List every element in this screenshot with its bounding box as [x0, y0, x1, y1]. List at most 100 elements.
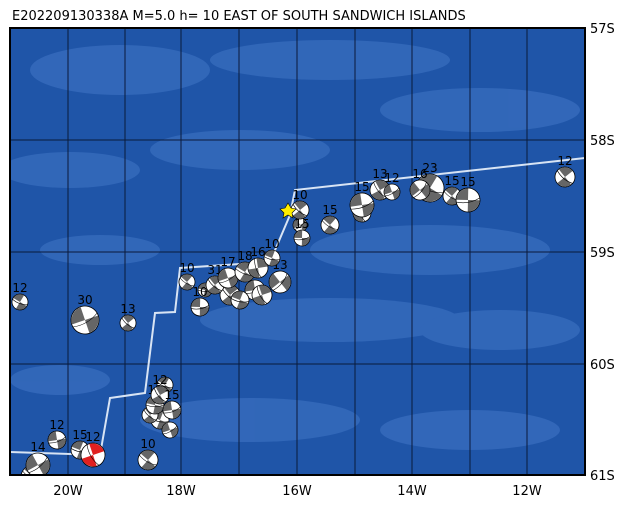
ball-quadrant — [48, 431, 66, 449]
ball-nodal — [191, 305, 210, 310]
ball-nodal — [28, 457, 48, 473]
depth-label: 18 — [237, 249, 252, 263]
beachball — [119, 314, 137, 332]
ball-quadrant — [323, 216, 337, 234]
map-area: 1230131215121410181215101031171816131010… — [10, 28, 585, 475]
ball-quadrant — [191, 298, 209, 316]
ball-quadrant — [71, 307, 99, 333]
depth-label: 10 — [264, 237, 279, 251]
depth-label: 12 — [152, 373, 167, 387]
ball-nodal — [254, 258, 262, 278]
ball-nodal — [121, 317, 135, 329]
beachball — [455, 187, 481, 213]
depth-label: 15 — [72, 428, 87, 442]
beachball — [47, 430, 67, 450]
beachball — [320, 215, 340, 235]
ball-quadrant — [181, 274, 193, 290]
ball-quadrant — [252, 285, 272, 305]
depth-label: 30 — [77, 293, 92, 307]
graticule — [10, 28, 585, 475]
lat-axis: 57S 58S 59S 60S 61S — [590, 22, 615, 484]
ball-nodal — [145, 404, 165, 408]
beachball — [409, 179, 431, 201]
depth-label: 17 — [220, 255, 235, 269]
depth-label: 12 — [384, 171, 399, 185]
ball-quadrant — [152, 386, 168, 404]
beachball — [290, 200, 310, 220]
ball-quadrant — [371, 180, 389, 200]
beachball — [251, 284, 273, 306]
ball-quadrant — [248, 258, 268, 278]
depth-label: 15 — [354, 180, 369, 194]
ball-quadrant — [81, 443, 105, 467]
ball-quadrant — [13, 294, 27, 310]
ball-nodal — [294, 236, 311, 241]
ball-nodal — [294, 220, 306, 230]
lat-label: 60S — [590, 358, 615, 373]
lon-label: 14W — [397, 484, 427, 499]
ball-nodal — [143, 409, 157, 421]
ball-nodal — [413, 182, 427, 198]
beachball — [268, 270, 292, 294]
depth-label: 10 — [179, 261, 194, 275]
ball-nodal — [157, 382, 173, 389]
lon-label: 20W — [53, 484, 83, 499]
lat-label: 58S — [590, 134, 615, 149]
beachball — [554, 166, 576, 188]
depth-label: 12 — [85, 430, 100, 444]
ball-nodal — [48, 436, 66, 444]
ball-nodal — [456, 197, 480, 204]
depth-label: 12 — [49, 418, 64, 432]
beachball — [150, 385, 170, 405]
lat-label: 57S — [590, 22, 615, 37]
map-frame — [9, 27, 586, 476]
ball-nodal — [163, 406, 181, 414]
beachball — [230, 290, 250, 310]
ball-quadrant — [146, 396, 164, 414]
depth-label: 15 — [164, 388, 179, 402]
depth-label: 23 — [422, 161, 437, 175]
events: 1230131215121410181215101031171816131010… — [11, 154, 576, 475]
ball-nodal — [272, 273, 288, 291]
beachball — [141, 406, 159, 424]
ball-nodal — [12, 299, 28, 306]
ball-quadrant — [384, 184, 400, 200]
depth-label: 15 — [294, 217, 309, 231]
ball-nodal — [86, 444, 100, 466]
ball-quadrant — [293, 219, 307, 231]
beachball — [349, 192, 375, 218]
beachball — [80, 442, 106, 468]
depth-label: 13 — [120, 302, 135, 316]
beachball — [137, 449, 159, 471]
ball-quadrant — [158, 377, 172, 393]
ball-nodal — [163, 425, 178, 435]
ball-nodal — [179, 277, 194, 287]
depth-label: 14 — [30, 440, 45, 454]
beachball — [383, 183, 401, 201]
ball-nodal — [373, 182, 387, 198]
beachball — [162, 400, 182, 420]
lon-label: 16W — [282, 484, 312, 499]
ball-quadrant — [163, 401, 181, 419]
ball-nodal — [263, 256, 280, 261]
ball-nodal — [230, 298, 249, 303]
depth-label: 15 — [322, 203, 337, 217]
lon-label: 12W — [512, 484, 542, 499]
beachball — [178, 273, 196, 291]
ball-quadrant — [236, 262, 254, 282]
ball-nodal — [153, 388, 166, 403]
beachball — [70, 305, 100, 335]
ball-quadrant — [140, 450, 156, 470]
ball-nodal — [72, 312, 98, 328]
beachball — [25, 452, 51, 475]
depth-label: 16 — [412, 167, 427, 181]
lon-axis: 20W 18W 16W 14W 12W — [53, 484, 542, 499]
ball-quadrant — [198, 283, 212, 297]
depth-label: 15 — [460, 175, 475, 189]
ball-quadrant — [445, 187, 459, 205]
ball-quadrant — [456, 188, 480, 212]
ball-quadrant — [162, 422, 178, 438]
depth-label: 16 — [250, 245, 265, 259]
lon-label: 18W — [166, 484, 196, 499]
